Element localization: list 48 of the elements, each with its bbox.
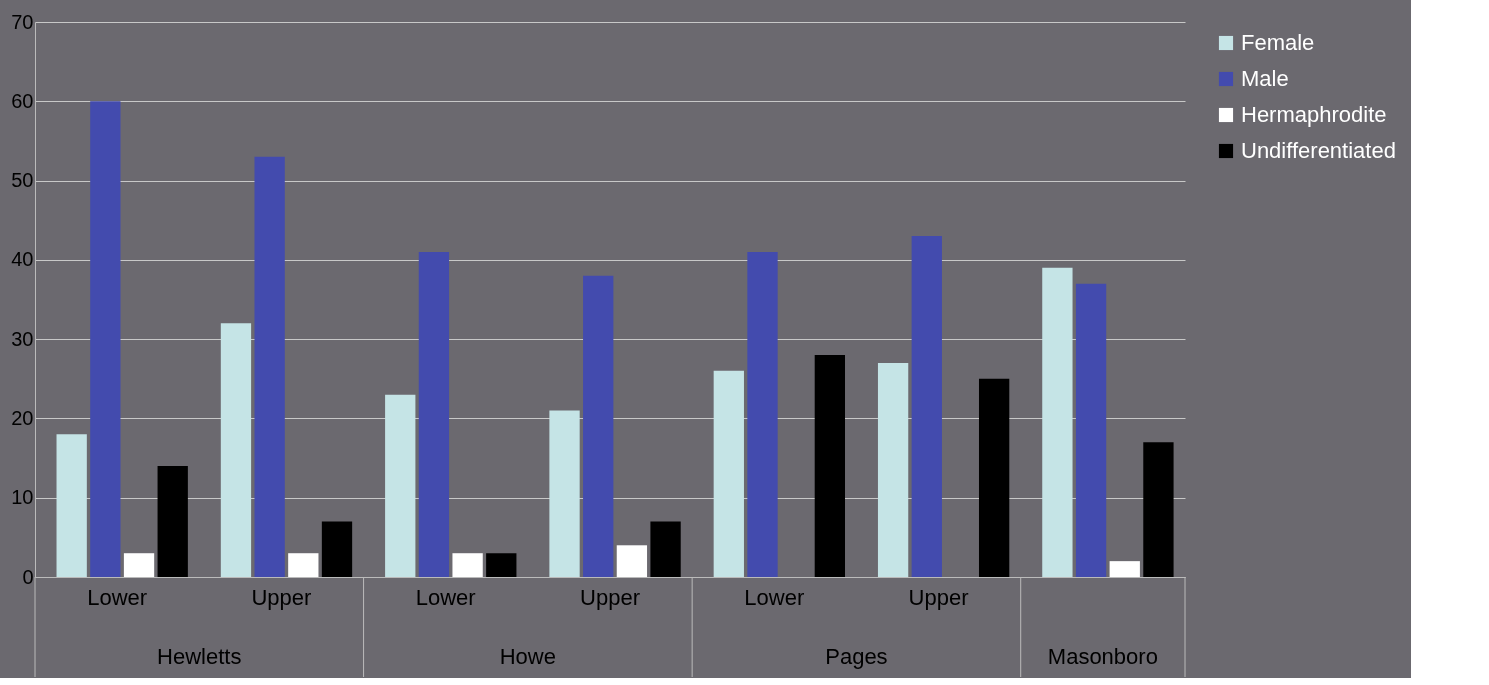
- x-tick-label: Upper: [251, 584, 312, 610]
- x-tick-label: Lower: [87, 584, 148, 610]
- bar: [583, 275, 614, 577]
- bar: [877, 362, 909, 577]
- legend-label: Female: [1241, 30, 1315, 55]
- bar: [747, 251, 778, 577]
- bar: [56, 434, 87, 577]
- bar: [650, 521, 681, 577]
- bar: [157, 466, 188, 577]
- bar: [385, 394, 416, 577]
- y-tick-label: 70: [11, 10, 34, 33]
- bar: [616, 545, 648, 577]
- bar: [549, 410, 580, 577]
- bar: [90, 101, 121, 577]
- text: Masonboro: [1047, 644, 1158, 669]
- y-tick-label: 20: [11, 406, 34, 429]
- bar: [1143, 442, 1174, 577]
- y-tick-label: 40: [11, 248, 34, 271]
- y-tick-label: 50: [11, 169, 34, 192]
- y-tick-label: 10: [11, 486, 34, 509]
- bar: [220, 323, 252, 577]
- bar: [288, 553, 319, 577]
- bar: [1042, 267, 1073, 577]
- x-tick-label: Upper: [580, 584, 640, 610]
- y-tick-label: 30: [11, 327, 34, 350]
- y-tick-label: 60: [11, 89, 34, 112]
- bar: [418, 251, 450, 577]
- bar: [1109, 561, 1140, 577]
- y-tick-label: 0: [22, 565, 34, 588]
- legend-label: Undifferentiated: [1241, 138, 1396, 163]
- bar: [321, 521, 353, 577]
- bar: [978, 378, 1010, 577]
- bar: [1075, 283, 1107, 577]
- bar: [814, 355, 846, 577]
- bar: [911, 236, 942, 577]
- bar: [254, 156, 285, 577]
- bar: [713, 370, 744, 577]
- x-tick-label: Upper: [908, 584, 969, 610]
- bar: [486, 553, 517, 577]
- bar: [452, 553, 483, 577]
- bar: [123, 553, 155, 577]
- x-tick-label: Lower: [415, 584, 476, 610]
- legend-label: Male: [1241, 66, 1289, 91]
- legend-label: Hermaphrodite: [1241, 102, 1387, 127]
- text: Hewletts: [157, 644, 242, 669]
- text: Pages: [825, 644, 888, 669]
- text: Howe: [499, 644, 556, 669]
- x-tick-label: Lower: [744, 584, 805, 610]
